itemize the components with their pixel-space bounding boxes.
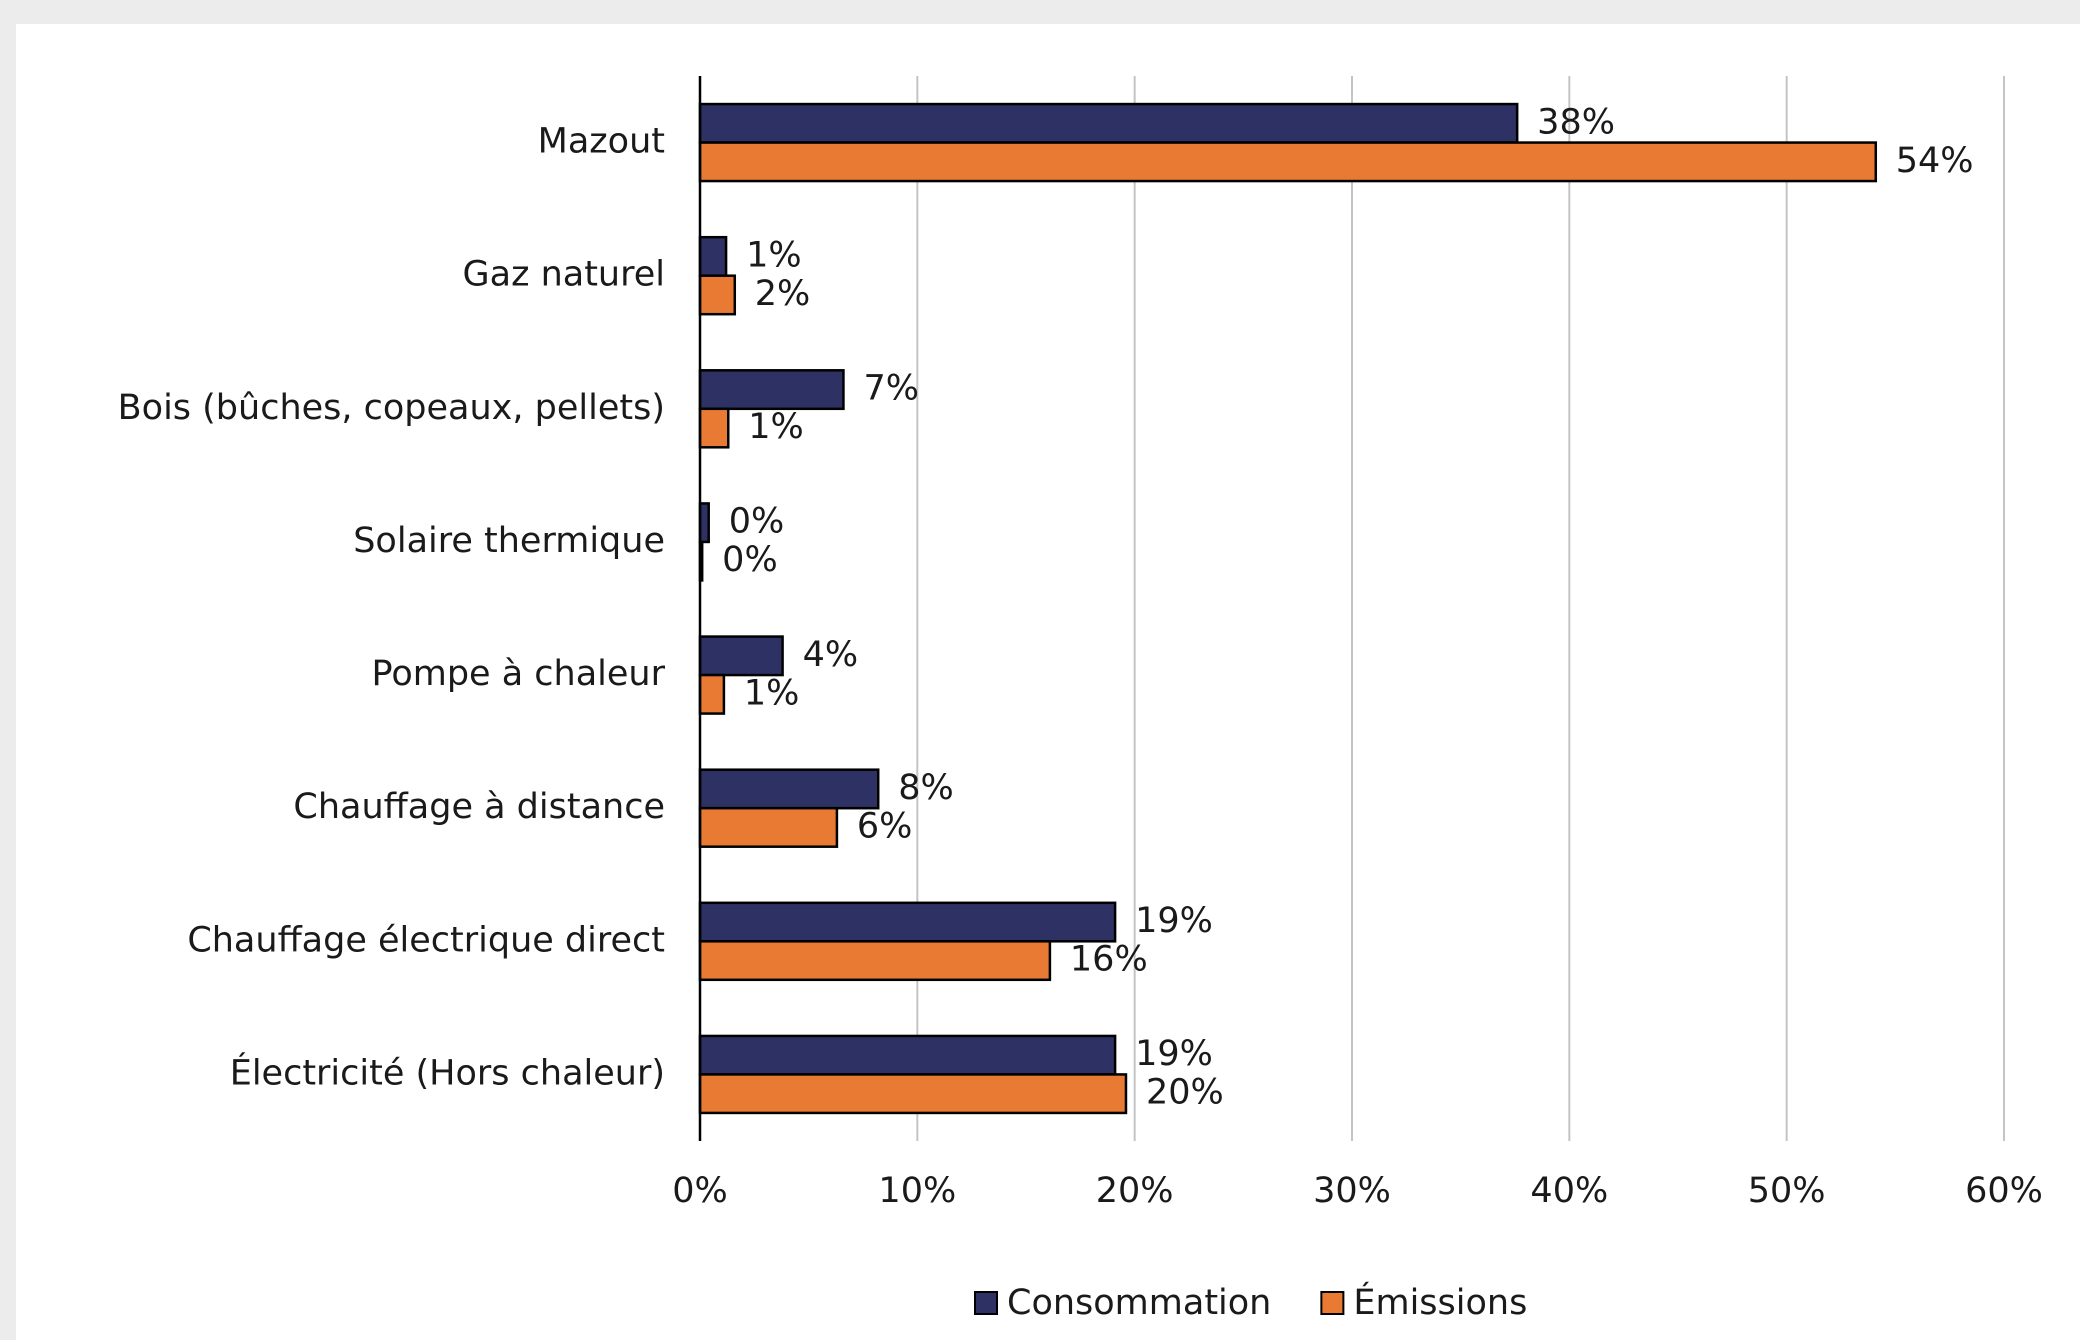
y-tick-label: Gaz naturel: [463, 255, 665, 295]
bar: [698, 673, 726, 715]
y-tick-label: Électricité (Hors chaleur): [230, 1051, 665, 1093]
bar: [698, 806, 839, 848]
legend-swatch: [974, 1291, 998, 1315]
bar: [698, 768, 880, 810]
value-label: 16%: [1070, 940, 1148, 980]
legend-label: Émissions: [1353, 1281, 1527, 1323]
value-label: 38%: [1537, 102, 1615, 142]
bar: [698, 1073, 1128, 1115]
value-label: 0%: [729, 502, 785, 542]
value-label: 1%: [744, 673, 800, 713]
value-label: 2%: [755, 274, 811, 314]
x-tick-label: 20%: [1096, 1171, 1174, 1211]
bar: [698, 901, 1117, 943]
bar: [698, 940, 1052, 982]
bar: [698, 369, 845, 411]
y-tick-label: Chauffage électrique direct: [187, 920, 665, 960]
legend-swatch: [1320, 1291, 1345, 1315]
bar: [698, 407, 730, 449]
bar: [698, 274, 737, 316]
value-label: 19%: [1135, 1034, 1213, 1074]
x-tick-label: 50%: [1748, 1171, 1826, 1211]
y-tick-label: Chauffage à distance: [293, 787, 665, 827]
value-label: 0%: [722, 540, 778, 580]
bar: [698, 102, 1519, 144]
value-label: 8%: [898, 768, 954, 808]
x-tick-label: 30%: [1313, 1171, 1391, 1211]
bar: [698, 1034, 1117, 1076]
value-label: 1%: [746, 235, 802, 275]
value-label: 20%: [1146, 1073, 1224, 1113]
value-label: 54%: [1896, 141, 1974, 181]
bar: [698, 141, 1878, 183]
y-tick-label: Mazout: [538, 122, 665, 162]
x-tick-label: 40%: [1530, 1171, 1608, 1211]
y-tick-label: Solaire thermique: [353, 521, 665, 561]
bar: [698, 235, 728, 277]
value-label: 4%: [803, 635, 859, 675]
value-label: 6%: [857, 806, 913, 846]
x-tick-label: 10%: [878, 1171, 956, 1211]
x-tick-label: 0%: [672, 1171, 728, 1211]
legend-label: Consommation: [1007, 1283, 1271, 1323]
x-tick-label: 60%: [1965, 1171, 2043, 1211]
bar: [698, 635, 784, 677]
y-tick-label: Pompe à chaleur: [371, 654, 665, 694]
value-label: 1%: [748, 407, 804, 447]
bar: [698, 502, 710, 544]
value-label: 19%: [1135, 901, 1213, 941]
y-tick-label: Bois (bûches, copeaux, pellets): [118, 388, 665, 428]
card: [16, 24, 2080, 1340]
value-label: 7%: [863, 369, 919, 409]
